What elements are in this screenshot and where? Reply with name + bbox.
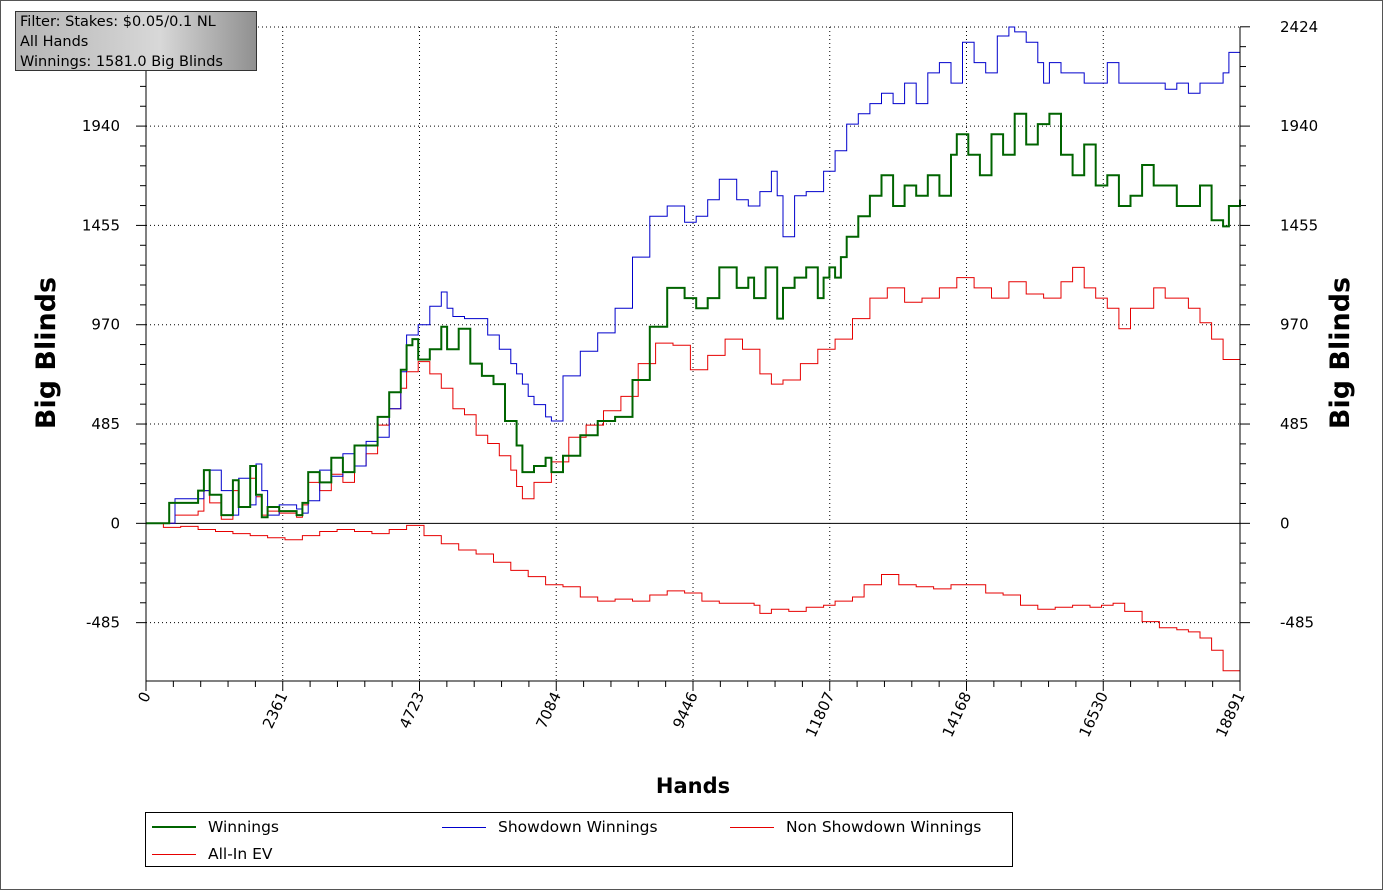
y-tick-label-left: 485 — [91, 415, 120, 433]
legend-swatch-non-showdown — [730, 826, 774, 828]
legend-item-non-showdown: Non Showdown Winnings — [730, 817, 981, 837]
y-tick-label-right: 2424 — [1280, 18, 1318, 36]
series-line-all-in-ev — [146, 266, 1241, 524]
y-tick-label-right: 0 — [1280, 514, 1290, 532]
y-tick-label-right: 1455 — [1280, 216, 1318, 234]
filter-info-box: Filter: Stakes: $0.05/0.1 NL All Hands W… — [15, 11, 257, 71]
y-tick-label-left: 1455 — [82, 216, 120, 234]
y-tick-label-left: -485 — [86, 614, 120, 632]
filter-winnings-text: Winnings: 1581.0 Big Blinds — [20, 54, 223, 70]
x-axis-title: Hands — [656, 774, 730, 798]
legend-swatch-winnings — [152, 826, 196, 828]
x-tick-label: 2361 — [259, 689, 291, 731]
y-tick-label-right: -485 — [1280, 614, 1314, 632]
x-tick-label: 0 — [134, 689, 154, 705]
legend-label-showdown: Showdown Winnings — [498, 818, 658, 836]
series-lines — [146, 26, 1241, 672]
grid-lines — [146, 26, 1240, 681]
axes — [145, 27, 1241, 682]
y-tick-label-left: 0 — [110, 514, 120, 532]
legend-swatch-allin-ev — [152, 853, 196, 855]
x-tick-label: 4723 — [396, 689, 428, 731]
x-tick-label: 7084 — [532, 689, 564, 731]
legend-label-winnings: Winnings — [208, 818, 279, 836]
filter-stakes-text: Filter: Stakes: $0.05/0.1 NL — [20, 14, 216, 30]
y-tick-label-right: 485 — [1280, 415, 1309, 433]
legend-item-winnings: Winnings — [152, 817, 279, 837]
y-tick-label-left: 1940 — [82, 117, 120, 135]
legend-item-allin-ev: All-In EV — [152, 844, 273, 864]
y-tick-label-right: 1940 — [1280, 117, 1318, 135]
legend: Winnings Showdown Winnings Non Showdown … — [145, 812, 1013, 867]
y-tick-label-left: 970 — [91, 316, 120, 334]
legend-label-non-showdown: Non Showdown Winnings — [786, 818, 982, 836]
x-tick-label: 9446 — [669, 689, 701, 731]
x-tick-label: 18891 — [1212, 689, 1248, 740]
x-tick-label: 16530 — [1075, 689, 1111, 740]
y-axis-title-right: Big Blinds — [1325, 277, 1356, 429]
series-line-non-showdown-winnings — [146, 522, 1240, 672]
x-tick-label: 14168 — [939, 689, 975, 740]
filter-hands-text: All Hands — [20, 34, 89, 50]
legend-item-showdown: Showdown Winnings — [442, 817, 658, 837]
y-axis-title-left: Big Blinds — [31, 277, 62, 429]
x-tick-label: 11807 — [802, 689, 838, 740]
legend-swatch-showdown — [442, 826, 486, 828]
legend-label-allin-ev: All-In EV — [208, 845, 273, 863]
tick-labels: -485 0 485 970 1455 1940 2424 -485 0 485 970 1455 19… — [82, 18, 1318, 740]
y-tick-label-right: 970 — [1280, 316, 1309, 334]
series-line-winnings — [146, 112, 1241, 525]
